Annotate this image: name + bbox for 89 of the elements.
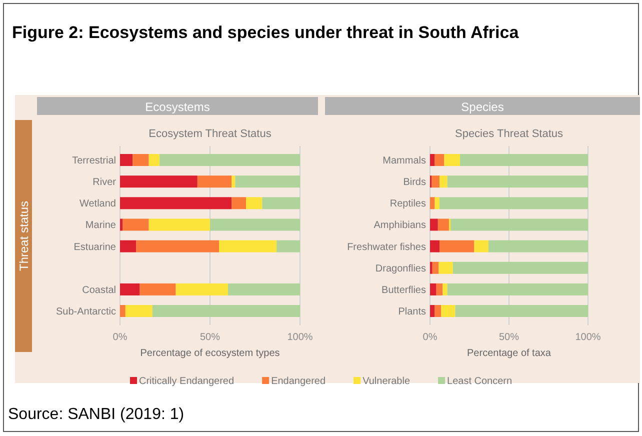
bar bbox=[434, 197, 440, 210]
bar bbox=[235, 176, 300, 188]
bar bbox=[430, 240, 440, 252]
bar bbox=[447, 176, 588, 188]
bar bbox=[432, 176, 440, 188]
bar bbox=[136, 240, 219, 252]
bar bbox=[430, 305, 435, 317]
bar bbox=[447, 283, 588, 296]
bar bbox=[432, 262, 439, 274]
bar bbox=[125, 305, 152, 317]
bar bbox=[452, 262, 588, 274]
bar bbox=[120, 154, 133, 166]
y-tick-label: Amphibians bbox=[374, 220, 426, 232]
bar bbox=[439, 197, 588, 210]
bar bbox=[455, 305, 588, 317]
bar bbox=[197, 176, 232, 188]
bar bbox=[148, 154, 160, 166]
bar bbox=[430, 218, 438, 231]
chart-subtitle: Species bbox=[461, 100, 504, 114]
x-tick-label: 100% bbox=[287, 332, 313, 344]
bar bbox=[176, 283, 228, 296]
chart-title: Species Threat Status bbox=[454, 128, 564, 140]
x-tick-label: 50% bbox=[200, 332, 220, 344]
bar bbox=[210, 218, 300, 231]
bar bbox=[246, 197, 262, 210]
text: Threat status bbox=[17, 200, 31, 272]
bar bbox=[434, 305, 442, 317]
bar bbox=[262, 197, 300, 210]
bar bbox=[120, 197, 232, 210]
chart-title: Ecosystem Threat Status bbox=[148, 128, 272, 140]
x-tick-label: 0% bbox=[422, 332, 438, 344]
legend-label: Vulnerable bbox=[362, 376, 410, 387]
bar bbox=[120, 283, 140, 296]
y-tick-label: River bbox=[92, 177, 117, 188]
bar bbox=[439, 176, 448, 188]
bar bbox=[219, 240, 277, 252]
bar bbox=[430, 154, 435, 166]
legend-label: Critically Endangered bbox=[139, 376, 234, 387]
bar bbox=[439, 240, 474, 252]
bar bbox=[232, 197, 246, 210]
source-note: Source: SANBI (2019: 1) bbox=[8, 406, 184, 423]
y-tick-label: Mammals bbox=[382, 156, 426, 166]
bar bbox=[488, 240, 588, 252]
bar bbox=[148, 218, 210, 231]
y-tick-label: Marine bbox=[85, 220, 116, 232]
y-tick-label: Dragonflies bbox=[375, 263, 426, 274]
x-tick-label: 0% bbox=[112, 332, 128, 344]
bar bbox=[122, 218, 149, 231]
bar bbox=[140, 283, 176, 296]
legend-label: Least Concern bbox=[447, 376, 512, 387]
chart-subtitle: Ecosystems bbox=[145, 100, 210, 114]
caption: Figure 2: Ecosystems and species under threat in South Africa bbox=[12, 23, 520, 42]
bar bbox=[430, 283, 436, 296]
y-tick-label: Birds bbox=[403, 177, 426, 188]
bar bbox=[430, 197, 435, 210]
y-tick-label: Freshwater fishes bbox=[347, 242, 426, 253]
bar bbox=[228, 283, 300, 296]
y-tick-label: Coastal bbox=[82, 284, 116, 296]
x-tick-label: 50% bbox=[498, 332, 520, 344]
y-tick-label: Plants bbox=[398, 306, 426, 318]
bar bbox=[441, 305, 456, 317]
bar bbox=[444, 154, 460, 166]
y-tick-label: Wetland bbox=[79, 198, 116, 210]
bar bbox=[438, 262, 453, 274]
bar bbox=[460, 154, 588, 166]
x-axis-title: Percentage of taxa bbox=[467, 348, 552, 359]
y-tick-label: Estuarine bbox=[74, 242, 116, 253]
y-tick-label: Sub-Antarctic bbox=[56, 306, 116, 318]
y-tick-label: Terrestrial bbox=[72, 156, 116, 166]
bar bbox=[450, 218, 588, 231]
bar bbox=[434, 154, 444, 166]
bar bbox=[132, 154, 149, 166]
bar bbox=[276, 240, 300, 252]
bar bbox=[442, 283, 448, 296]
y-tick-label: Reptiles bbox=[390, 198, 426, 210]
bar bbox=[120, 176, 198, 188]
bar bbox=[474, 240, 488, 252]
legend-label: Endangered bbox=[271, 376, 326, 387]
bar bbox=[120, 305, 126, 317]
x-axis-title: Percentage of ecosystem types bbox=[140, 348, 280, 359]
bar bbox=[160, 154, 300, 166]
bar bbox=[120, 218, 123, 231]
y-tick-label: Butterflies bbox=[382, 284, 426, 296]
bar bbox=[232, 176, 236, 188]
bar bbox=[436, 283, 443, 296]
x-tick-label: 100% bbox=[575, 332, 601, 344]
bar bbox=[438, 218, 449, 231]
bar bbox=[120, 240, 136, 252]
bar bbox=[152, 305, 300, 317]
